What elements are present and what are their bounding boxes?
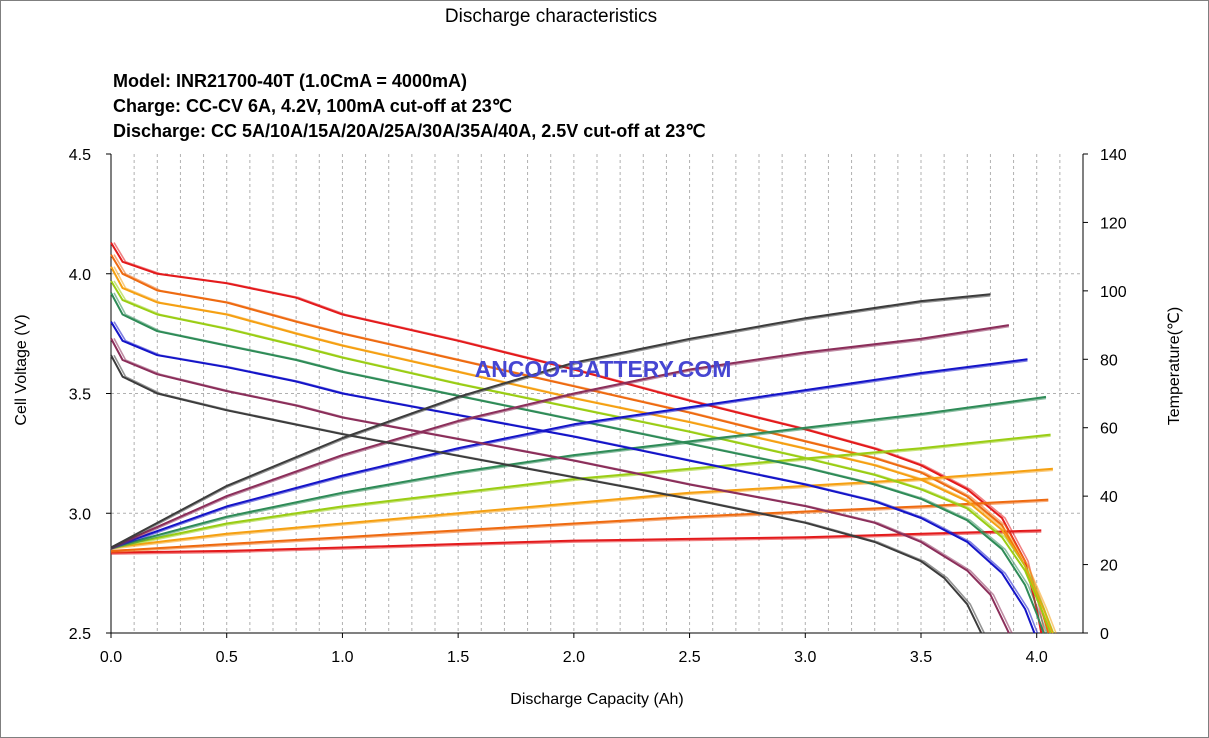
y2-tick-label: 140 [1100, 147, 1127, 164]
temperature-line-trace [110, 500, 1049, 554]
voltage-line-6 [110, 337, 1010, 634]
temperature-line-trace [110, 325, 1010, 550]
y-tick-label: 4.5 [69, 147, 91, 164]
temperature-line-6 [110, 324, 1010, 549]
temperature-line-2 [110, 467, 1053, 549]
y2-tick-label: 20 [1100, 558, 1118, 575]
info-model: Model: INR21700-40T (1.0CmA = 4000mA) [113, 71, 467, 91]
temperature-line-trace [110, 435, 1051, 550]
y2-tick-label: 80 [1100, 352, 1118, 369]
voltage-line-5 [110, 321, 1036, 634]
y-tick-label: 3.0 [69, 506, 91, 523]
info-discharge: Discharge: CC 5A/10A/15A/20A/25A/30A/35A… [113, 121, 706, 141]
voltage-line-trace [113, 354, 985, 634]
temperature-line-0 [110, 529, 1042, 554]
chart-title: Discharge characteristics [444, 6, 658, 27]
x-tick-label: 0.5 [216, 649, 238, 666]
y-tick-label: 2.5 [69, 626, 91, 643]
temperature-line-3 [110, 433, 1051, 549]
voltage-line-7 [110, 354, 983, 634]
x-tick-label: 0.0 [100, 649, 122, 666]
voltage-line-3 [110, 280, 1052, 634]
x-tick-label: 3.5 [910, 649, 932, 666]
watermark-text: ANCOO-BATTERY.COM [475, 356, 732, 382]
y2-tick-label: 40 [1100, 489, 1118, 506]
voltage-line-1 [110, 254, 1050, 634]
info-charge: Charge: CC-CV 6A, 4.2V, 100mA cut-off at… [113, 96, 512, 116]
temperature-line-1 [110, 498, 1049, 552]
voltage-line-trace [113, 280, 1055, 634]
temperature-line-trace [110, 295, 991, 550]
x-tick-label: 3.0 [794, 649, 816, 666]
temperature-line-5 [110, 358, 1028, 549]
temperature-line-trace [110, 397, 1047, 550]
temperature-line-trace [110, 360, 1028, 550]
y2-tick-label: 100 [1100, 284, 1127, 301]
y-tick-label: 3.5 [69, 387, 91, 404]
voltage-line-trace [113, 254, 1053, 634]
temperature-line-trace [110, 531, 1042, 555]
x-tick-label: 1.0 [331, 649, 353, 666]
temperature-line-4 [110, 395, 1047, 549]
voltage-line-2 [110, 266, 1054, 634]
x-tick-label: 2.0 [563, 649, 585, 666]
temperature-line-trace [110, 469, 1053, 550]
x-tick-label: 2.5 [678, 649, 700, 666]
y2-tick-label: 120 [1100, 215, 1127, 232]
x-axis-label: Discharge Capacity (Ah) [510, 691, 684, 708]
voltage-line-4 [110, 292, 1045, 634]
x-tick-label: 4.0 [1026, 649, 1048, 666]
x-tick-label: 1.5 [447, 649, 469, 666]
temperature-line-7 [110, 293, 991, 549]
y-tick-label: 4.0 [69, 267, 91, 284]
y2-tick-label: 0 [1100, 626, 1109, 643]
y2-tick-label: 60 [1100, 421, 1118, 438]
